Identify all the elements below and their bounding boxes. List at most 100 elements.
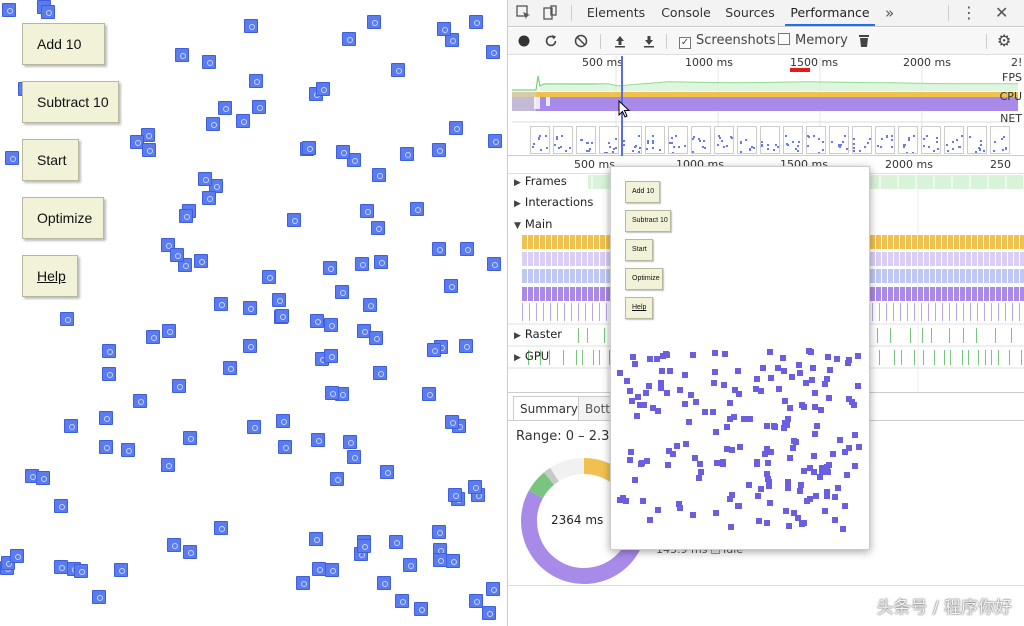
screenshot-thumbnail[interactable] [967,126,987,154]
help-button[interactable]: Help [22,255,78,297]
tab-sources[interactable]: Sources [725,5,775,20]
main-task-style [924,269,929,283]
reload-record-icon[interactable] [544,32,558,50]
screenshot-thumbnail[interactable] [829,126,849,154]
thumbnail-dot [798,141,800,143]
screenshots-checkbox[interactable]: ✓ Screenshots [679,32,776,50]
thumbnail-dot [912,152,914,153]
frames-track[interactable]: ▶ Frames [514,174,567,188]
screenshot-thumbnail[interactable] [921,126,941,154]
raster-track[interactable]: ▶ Raster [514,327,563,341]
screenshot-thumbnail[interactable] [599,126,619,154]
thumbnail-dot [904,144,906,146]
preview-square [667,368,673,374]
main-task-scripting [906,235,911,249]
preview-square [632,477,638,483]
animated-square [162,324,176,338]
interactions-track[interactable]: ▶ Interactions [514,195,594,209]
screenshot-thumbnail[interactable] [553,126,573,154]
screenshot-thumbnail[interactable] [898,126,918,154]
add-10-button[interactable]: Add 10 [22,23,105,65]
thumbnail-dot [672,152,674,153]
preview-button-label: Subtract 10 [632,217,668,224]
screenshot-thumbnail[interactable] [806,126,826,154]
download-icon[interactable] [642,32,656,50]
screenshot-thumbnail[interactable] [622,126,642,154]
thumbnail-dot [839,146,841,148]
preview-square [824,493,830,499]
animated-square [469,15,483,29]
main-task-style [1008,269,1013,283]
subtract-10-button[interactable]: Subtract 10 [22,81,119,123]
preview-square [677,505,683,511]
main-task-layout [972,252,977,266]
screenshot-filmstrip[interactable] [530,126,1020,154]
collect-garbage-icon[interactable] [858,32,870,50]
main-task-style [522,269,527,283]
tab-console[interactable]: Console [661,5,711,20]
screenshot-thumbnail[interactable] [576,126,596,154]
thumbnail-dot [886,136,888,138]
main-task-tick [956,303,957,321]
screenshot-thumbnail[interactable] [783,126,803,154]
upload-icon[interactable] [613,32,627,50]
thumbnail-dot [761,141,763,143]
gpu-track[interactable]: ▶ GPU [514,349,550,363]
tab-summary[interactable]: Summary [513,396,585,420]
preview-square [638,461,644,467]
main-task-rendering [918,287,923,301]
tab-performance[interactable]: Performance [785,0,875,26]
preview-square [735,368,741,374]
thumbnail-dot [591,142,593,144]
animated-square [114,563,128,577]
screenshot-thumbnail[interactable] [714,126,734,154]
animated-square [459,339,473,353]
inspect-element-icon[interactable] [516,0,532,26]
main-task-tick [599,303,600,321]
kebab-menu-icon[interactable]: ⋮ [961,3,977,22]
thumbnail-dot [853,147,855,149]
screenshot-thumbnail[interactable] [530,126,550,154]
close-icon[interactable]: ✕ [995,3,1009,22]
main-task-style [990,269,995,283]
device-toolbar-icon[interactable] [542,0,558,26]
screenshot-thumbnail[interactable] [944,126,964,154]
record-icon[interactable] [517,32,531,50]
animated-square [324,349,338,363]
preview-square [804,498,810,504]
screenshot-thumbnail[interactable] [737,126,757,154]
main-task-tick [921,303,922,321]
preview-square [776,386,782,392]
clear-icon[interactable] [574,32,588,50]
screenshot-thumbnail[interactable] [852,126,872,154]
preview-square [784,422,790,428]
screenshot-thumbnail[interactable] [645,126,665,154]
preview-square [775,365,781,371]
animated-square [432,143,446,157]
main-task-style [942,269,947,283]
screenshot-thumbnail[interactable] [691,126,711,154]
preview-square [647,517,653,523]
thumbnail-dot [569,147,571,149]
thumbnail-dot [740,142,742,144]
preview-square [852,432,858,438]
memory-checkbox[interactable]: Memory [778,32,848,50]
animated-square [194,254,208,268]
more-tabs-icon[interactable]: » [885,4,895,22]
tab-elements[interactable]: Elements [586,5,646,20]
timeline-overview[interactable]: 500 ms 1000 ms 1500 ms 2000 ms 2! FPS CP… [508,56,1024,156]
optimize-button[interactable]: Optimize [22,197,104,239]
preview-square [727,496,733,502]
start-button[interactable]: Start [22,139,79,181]
main-track[interactable]: ▼ Main [514,217,553,231]
screenshot-thumbnail[interactable] [760,126,780,154]
main-task-rendering [540,287,545,301]
preview-square [712,369,718,375]
thumbnail-dot [880,146,882,148]
thumbnail-dot [532,146,534,148]
screenshot-thumbnail[interactable] [668,126,688,154]
screenshot-thumbnail[interactable] [990,126,1010,154]
main-task-scripting [972,235,977,249]
screenshot-thumbnail[interactable] [875,126,895,154]
settings-gear-icon[interactable]: ⚙ [997,31,1012,50]
